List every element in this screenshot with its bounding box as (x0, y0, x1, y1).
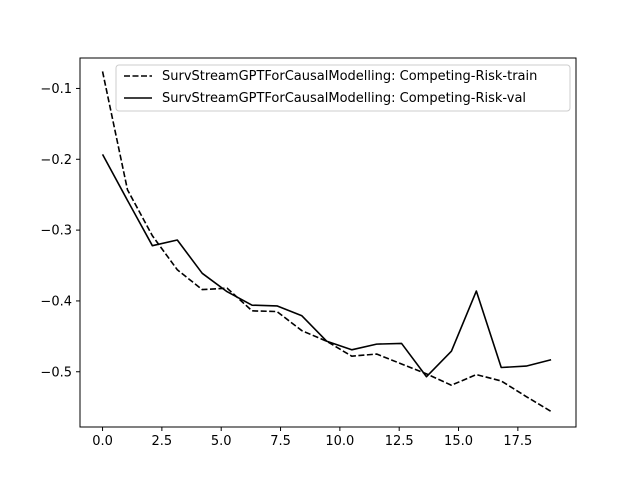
x-tick-label: 12.5 (385, 434, 414, 449)
series-line-val (101, 153, 552, 378)
legend-label-val: SurvStreamGPTForCausalModelling: Competi… (162, 91, 526, 106)
y-tick-label: −0.5 (40, 365, 72, 380)
x-tick-label: 15.0 (444, 434, 473, 449)
plot-area (80, 58, 576, 427)
x-tick-label: 10.0 (325, 434, 354, 449)
y-axis: −0.1 −0.2 −0.3 −0.4 −0.5 (40, 82, 80, 380)
legend-label-train: SurvStreamGPTForCausalModelling: Competi… (162, 69, 537, 84)
y-tick-label: −0.3 (40, 224, 72, 239)
series-line-train (101, 71, 552, 413)
x-tick-label: 2.5 (152, 434, 173, 449)
x-tick-label: 0.0 (92, 434, 113, 449)
x-tick-label: 7.5 (270, 434, 291, 449)
x-tick-label: 17.5 (503, 434, 532, 449)
series-layer (101, 71, 552, 413)
legend-box (115, 64, 571, 112)
plot-frame (79, 57, 577, 428)
y-tick-label: −0.4 (40, 294, 72, 309)
y-tick-label: −0.1 (40, 82, 72, 97)
y-tick-label: −0.2 (40, 153, 72, 168)
legend: SurvStreamGPTForCausalModelling: Competi… (115, 64, 571, 112)
x-axis: 0.0 2.5 5.0 7.5 10.0 12.5 15.0 17.5 (92, 427, 532, 449)
x-tick-label: 5.0 (211, 434, 232, 449)
